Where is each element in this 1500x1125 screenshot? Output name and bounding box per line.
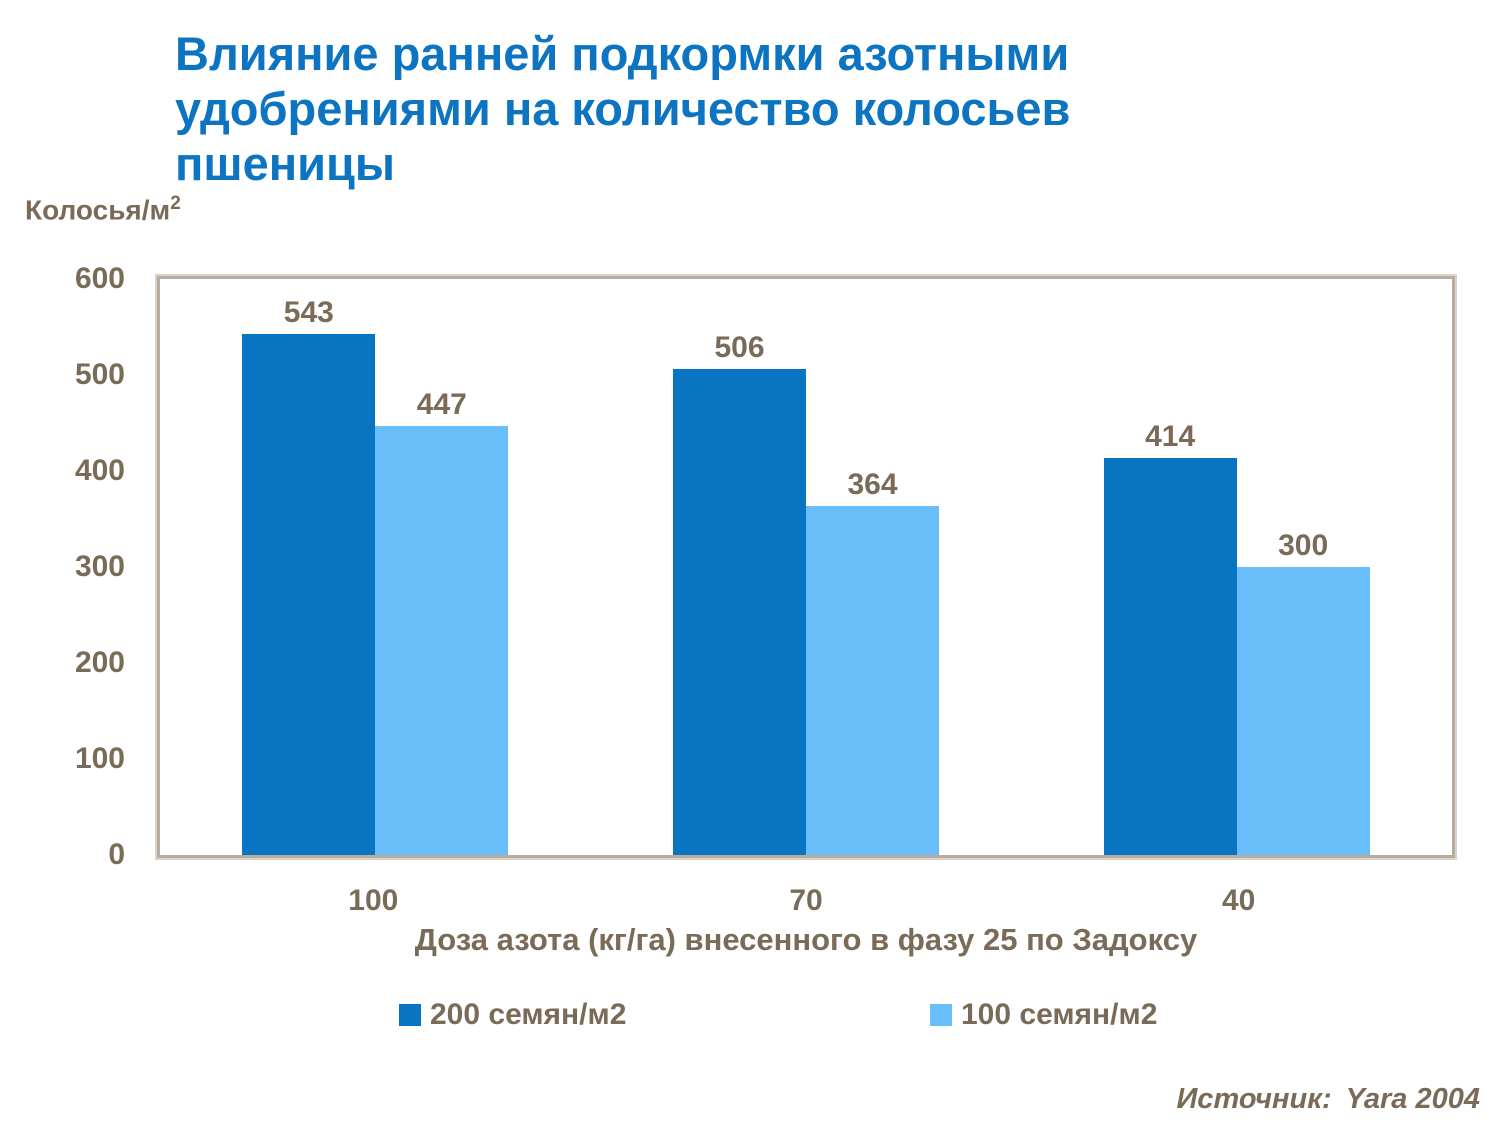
category-label-70: 70 [789, 884, 823, 917]
source-value: Yara 2004 [1345, 1083, 1480, 1115]
y-axis-unit-text: Колосья/м [25, 194, 171, 226]
bar-series2-group2 [806, 505, 939, 855]
source-note: Источник: Yara 2004 [1176, 1083, 1480, 1116]
bar-series1-group3 [1103, 457, 1237, 855]
y-axis-unit-label: Колосья/м2 [25, 193, 181, 226]
chart-title-line-2: удобрениями на количество колосьев [175, 82, 1071, 135]
y-axis-unit-superscript: 2 [170, 193, 181, 214]
y-axis-tick-label-300: 300 [74, 550, 125, 583]
legend-swatch-series1 [399, 1004, 421, 1026]
y-axis-tick-label-200: 200 [74, 646, 125, 679]
y-axis-tick-label-400: 400 [74, 454, 125, 487]
bar-series2-group3 [1236, 567, 1370, 855]
category-label-100: 100 [348, 884, 399, 917]
legend-swatch-series2 [930, 1004, 952, 1026]
chart-title-line-1: Влияние ранней подкормки азотными [175, 27, 1070, 80]
plot-area: 543 447 506 364 414 300 [155, 274, 1457, 860]
y-axis-tick-label-500: 500 [74, 358, 125, 391]
legend-label-series1: 200 семян/м2 [430, 998, 627, 1031]
value-label-series2-group1: 447 [416, 387, 467, 421]
x-axis-title: Доза азота (кг/га) внесенного в фазу 25 … [414, 922, 1198, 957]
y-axis-tick-label-100: 100 [74, 742, 125, 775]
bar-series1-group1 [242, 333, 376, 855]
x-axis: 100 70 40 [157, 886, 1455, 920]
category-label-40: 40 [1221, 884, 1256, 917]
value-label-series1-group2: 506 [714, 331, 765, 365]
value-label-series1-group1: 543 [283, 295, 334, 329]
legend-item-series2: 100 семян/м2 [930, 998, 1157, 1032]
legend-item-series1: 200 семян/м2 [399, 998, 626, 1032]
value-label-series1-group3: 414 [1145, 419, 1196, 453]
legend-label-series2: 100 семян/м2 [961, 998, 1158, 1031]
bar-series1-group2 [673, 369, 806, 855]
chart-title-line-3: пшеницы [175, 137, 396, 190]
bar-series2-group1 [375, 425, 509, 855]
chart-title: Влияние ранней подкормки азотными удобрен… [175, 26, 1255, 191]
y-axis-tick-label-600: 600 [74, 262, 125, 295]
y-axis-tick-label-0: 0 [108, 838, 125, 871]
value-label-series2-group3: 300 [1278, 529, 1329, 562]
source-label: Источник: [1176, 1083, 1332, 1115]
value-label-series2-group2: 364 [847, 467, 898, 501]
